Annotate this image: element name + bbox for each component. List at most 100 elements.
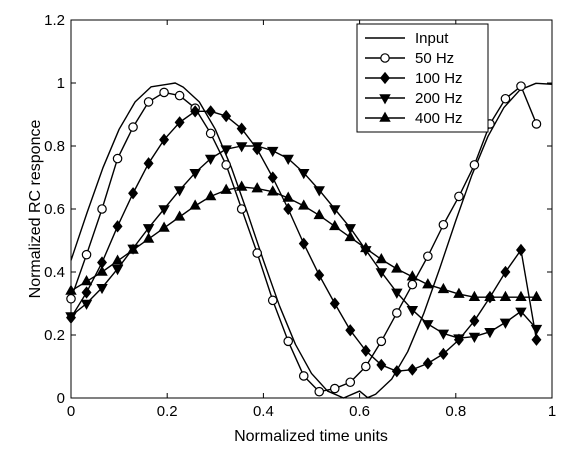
- data-point: [174, 116, 185, 129]
- y-tick-label: 0.8: [44, 138, 65, 155]
- data-point: [361, 361, 371, 372]
- data-point: [205, 128, 216, 139]
- series-50-hz: [66, 81, 542, 397]
- data-point: [236, 122, 247, 135]
- legend-marker: [380, 53, 390, 63]
- series-400-hz: [65, 180, 543, 301]
- data-point: [407, 363, 418, 376]
- data-point: [484, 290, 496, 301]
- data-point: [96, 283, 108, 295]
- data-point: [204, 154, 217, 166]
- data-point: [283, 202, 294, 216]
- data-point: [313, 208, 325, 220]
- data-point: [65, 284, 77, 295]
- y-tick-label: 1: [57, 75, 65, 92]
- data-point: [314, 386, 325, 397]
- data-point: [468, 332, 481, 344]
- data-point: [345, 377, 356, 388]
- y-axis-title: Normalized RC responce: [27, 120, 44, 299]
- data-point: [158, 205, 170, 216]
- data-point: [173, 210, 186, 221]
- data-point: [530, 324, 543, 336]
- data-point: [437, 282, 450, 294]
- data-point: [469, 314, 480, 327]
- data-point: [190, 105, 201, 118]
- data-point: [127, 243, 139, 254]
- legend: Input 50 Hz 100 Hz 200 Hz 400 Hz: [356, 23, 489, 133]
- series-200-hz: [65, 142, 543, 345]
- data-point: [298, 371, 309, 381]
- data-point: [500, 93, 511, 104]
- data-point: [267, 171, 278, 184]
- y-tick-label: 1.2: [44, 12, 65, 29]
- data-point: [235, 142, 248, 153]
- data-point: [422, 278, 434, 289]
- data-point: [406, 270, 419, 281]
- data-point: [96, 265, 108, 276]
- data-point: [236, 204, 247, 214]
- data-point: [344, 230, 356, 242]
- data-point: [469, 160, 480, 170]
- legend-marker: [380, 71, 390, 85]
- data-point: [531, 333, 542, 346]
- data-point: [438, 347, 449, 361]
- data-point: [516, 243, 526, 257]
- series-layer: [65, 81, 553, 399]
- data-point: [376, 336, 387, 347]
- data-point: [159, 87, 169, 98]
- data-point: [298, 199, 310, 210]
- data-point: [468, 290, 481, 301]
- data-point: [143, 157, 154, 170]
- data-point: [81, 286, 92, 299]
- x-tick-label: 0.6: [349, 403, 370, 420]
- data-point: [530, 290, 543, 301]
- data-point: [438, 219, 449, 230]
- data-point: [375, 252, 388, 264]
- data-point: [454, 191, 464, 202]
- data-point: [407, 279, 418, 290]
- data-point: [391, 365, 402, 378]
- data-point: [251, 182, 263, 193]
- data-point: [205, 105, 216, 118]
- data-point: [173, 186, 186, 197]
- data-point: [111, 254, 124, 265]
- axis-tick-labels: 0 0.2 0.4 0.6 0.8 1 0 0.2 0.4 0.6 0.8 1 1.2: [44, 12, 556, 420]
- data-point: [111, 265, 124, 276]
- data-point: [221, 109, 232, 123]
- x-tick-label: 0: [67, 403, 75, 420]
- data-point: [406, 306, 419, 317]
- legend-item: 400 Hz: [365, 110, 463, 127]
- data-point: [329, 219, 341, 231]
- data-point: [267, 295, 278, 306]
- legend-label: 50 Hz: [415, 50, 454, 67]
- data-point: [313, 186, 325, 197]
- data-point: [531, 119, 542, 129]
- x-tick-label: 0.2: [157, 403, 178, 420]
- data-point: [453, 334, 465, 345]
- data-point: [142, 224, 155, 235]
- data-point: [235, 180, 248, 191]
- data-point: [360, 241, 372, 253]
- data-point: [453, 287, 465, 298]
- data-point: [251, 142, 263, 153]
- data-point: [143, 97, 154, 107]
- data-point: [189, 168, 201, 180]
- data-point: [189, 199, 201, 210]
- data-point: [81, 249, 92, 260]
- data-point: [80, 299, 93, 310]
- legend-label: 100 Hz: [415, 70, 463, 87]
- data-point: [422, 357, 433, 370]
- data-point: [329, 205, 341, 216]
- series-input: [70, 82, 553, 399]
- data-point: [344, 224, 356, 235]
- data-point: [283, 336, 294, 347]
- data-point: [437, 329, 450, 340]
- legend-marker: [379, 111, 391, 122]
- data-point: [423, 251, 433, 262]
- data-point: [80, 275, 93, 286]
- data-point: [158, 221, 170, 232]
- legend-label: 400 Hz: [415, 110, 463, 127]
- data-point: [392, 308, 402, 318]
- data-point: [515, 290, 527, 301]
